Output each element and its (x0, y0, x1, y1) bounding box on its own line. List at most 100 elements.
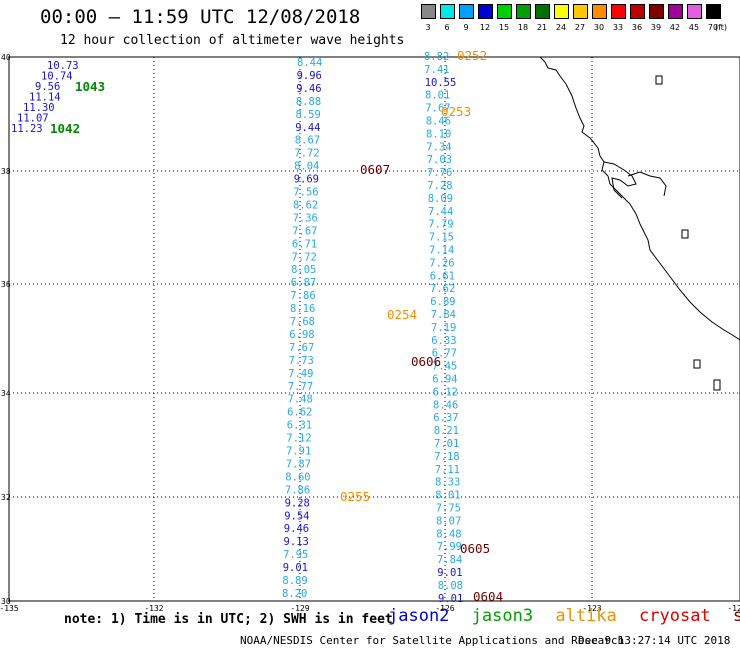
legend-swatch (535, 4, 550, 19)
track-east-point: 7.67 (425, 103, 450, 115)
legend-label: 12 (479, 23, 491, 32)
lake-2 (681, 229, 689, 239)
track-east-point: 7.14 (429, 245, 454, 257)
track-west-point: 9.13 (284, 536, 309, 548)
track-east-point: 7.15 (429, 232, 454, 244)
track-east-point: 7.41 (424, 64, 449, 76)
track-west-point: 7.86 (290, 290, 315, 302)
track-east-point: 7.01 (434, 438, 459, 450)
track-east-point: 7.19 (431, 322, 456, 334)
legend-label: 39 (650, 23, 662, 32)
track-west-point: 7.68 (290, 316, 315, 328)
track-west-point: 8.62 (293, 199, 318, 211)
track-east-point: 7.84 (437, 554, 462, 566)
track-west-point: 7.67 (292, 225, 317, 237)
track-east-point: 9.01 (438, 593, 463, 605)
legend-swatch (611, 4, 626, 19)
track-west-point: 6.71 (292, 238, 317, 250)
track-west-point: 7.86 (285, 484, 310, 496)
sf-bay (603, 161, 637, 199)
legend-swatch (706, 4, 721, 19)
track-west-point: 9.96 (297, 70, 322, 82)
track-west-point: 7.56 (293, 187, 318, 199)
sat-cryosat: cryosat (639, 606, 711, 626)
track-left-point: 11.30 (23, 102, 55, 114)
generated-timestamp: Dec 9 13:27:14 UTC 2018 (578, 634, 731, 647)
legend-label: 30 (593, 23, 605, 32)
lon-tick-label: -132 (144, 604, 163, 613)
track-east-point: 7.79 (428, 219, 453, 231)
track-east-point: 7.76 (427, 167, 452, 179)
legend-label: 15 (498, 23, 510, 32)
track-east-point: 6.37 (433, 412, 458, 424)
track-west-point: 6.87 (291, 277, 316, 289)
legend-label: 18 (517, 23, 529, 32)
island (693, 359, 701, 369)
track-west-point: 7.67 (289, 342, 314, 354)
track-east-point: 10.55 (425, 77, 457, 89)
track-east-point: 8.08 (438, 580, 463, 592)
track-east-point: 7.03 (427, 154, 452, 166)
inland-waterway (627, 171, 667, 197)
track-west-point: 7.95 (283, 549, 308, 561)
track-west-point: 8.16 (290, 303, 315, 315)
footer-note: note: 1) Time is in UTC; 2) SWH is in fe… (64, 612, 393, 627)
legend-swatch (554, 4, 569, 19)
pass-time-label: 0606 (411, 354, 441, 369)
legend-label: 45 (688, 23, 700, 32)
track-west-point: 8.44 (297, 57, 322, 69)
track-west-point: 7.12 (286, 433, 311, 445)
track-west-point: 9.46 (296, 83, 321, 95)
lon-tick-label: -129 (290, 604, 309, 613)
track-left-point: 11.07 (17, 113, 49, 125)
pass-time-label: 0604 (473, 589, 503, 604)
legend-label: 27 (574, 23, 586, 32)
pass-time-label: 0253 (441, 104, 471, 119)
track-east-point: 8.21 (434, 425, 459, 437)
track-west-point: 7.36 (293, 212, 318, 224)
track-west-point: 9.69 (294, 174, 319, 186)
pass-time-label: 0254 (387, 307, 417, 322)
legend-label: 24 (555, 23, 567, 32)
lon-tick-label: -123 (582, 604, 601, 613)
track-east-point: 8.48 (436, 528, 461, 540)
track-west-point: 7.77 (288, 381, 313, 393)
track-east-point: 6.94 (432, 374, 457, 386)
track-west-point: 6.98 (289, 329, 314, 341)
legend-swatch (497, 4, 512, 19)
track-east-point: 6.12 (433, 386, 458, 398)
track-east-point: 7.75 (436, 503, 461, 515)
legend-swatch (478, 4, 493, 19)
track-east-point: 8.01 (425, 90, 450, 102)
legend-label: 6 (444, 23, 450, 32)
map-title: 00:00 — 11:59 UTC 12/08/2018 (40, 6, 361, 28)
lat-tick-label: 32 (1, 493, 11, 502)
track-west-point: 8.04 (294, 161, 319, 173)
track-west-point: 6.62 (287, 407, 312, 419)
latitude-labels: 40 38 36 34 32 30 (1, 53, 11, 606)
track-left-point: 9.56 (35, 81, 60, 93)
track-east-point: 6.89 (430, 296, 455, 308)
track-west-point: 8.60 (285, 471, 310, 483)
legend-swatch (421, 4, 436, 19)
legend-swatch (573, 4, 588, 19)
coastline (539, 56, 740, 341)
track-west-point: 6.31 (287, 420, 312, 432)
longitude-labels: -135 -132 -129 -126 -123 -120 (0, 604, 740, 613)
track-east-point: 6.33 (431, 335, 456, 347)
pass-time-label: 0605 (460, 541, 490, 556)
satellite-legend: jason2 jason3 altika cryosat s3a (388, 606, 740, 626)
track-west-point: 8.05 (291, 264, 316, 276)
track-west-point: 9.44 (295, 122, 320, 134)
pass-time-label: 0607 (360, 162, 390, 177)
track-west-point: 9.46 (284, 523, 309, 535)
legend-label: 3 (425, 23, 431, 32)
legend-swatch (459, 4, 474, 19)
track-east-point: 8.46 (433, 399, 458, 411)
track-east-point: 9.01 (437, 567, 462, 579)
lon-tick-label: -126 (435, 604, 454, 613)
pass-time-labels: 0252 0253 0607 0254 0606 0255 0605 0604 1043 1042 (50, 48, 503, 604)
pass-time-label: 1042 (50, 121, 80, 136)
